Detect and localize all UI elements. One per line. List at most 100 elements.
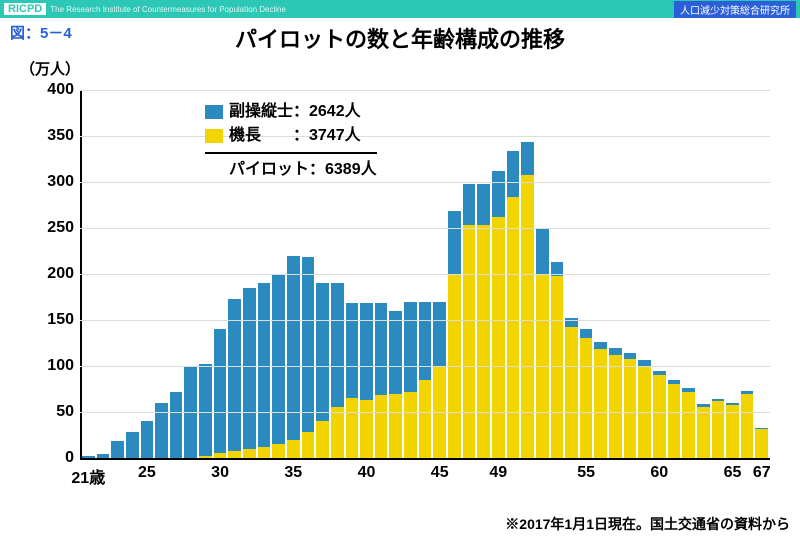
y-tick-label: 0 <box>65 449 80 467</box>
x-tick-label: 60 <box>650 458 668 482</box>
bar-seg-captain <box>346 398 359 458</box>
y-tick-label: 100 <box>47 357 80 375</box>
bar-seg-copilot <box>331 283 344 407</box>
x-tick-label: 55 <box>577 458 595 482</box>
bar-seg-captain <box>609 355 622 458</box>
legend: 副操縦士：2642人 機長 ：3747人 パイロット：6389人 <box>205 100 377 182</box>
bar-seg-copilot <box>492 171 505 217</box>
legend-label-captain: 機長 ：3747人 <box>229 124 361 148</box>
bar-seg-captain <box>521 175 534 458</box>
chart-title: パイロットの数と年齢構成の推移 <box>0 22 800 54</box>
bar-seg-copilot <box>580 329 593 338</box>
bar-seg-copilot <box>302 257 315 432</box>
legend-label-copilot: 副操縦士：2642人 <box>229 100 361 124</box>
bar-seg-copilot <box>214 329 227 453</box>
bar-seg-copilot <box>609 348 622 355</box>
grid-line <box>80 136 770 137</box>
bar-seg-captain <box>668 384 681 458</box>
bar-seg-copilot <box>243 288 256 449</box>
bar-seg-captain <box>375 395 388 458</box>
x-tick-label: 67 <box>753 458 771 482</box>
bar-seg-captain <box>287 440 300 458</box>
bar-seg-copilot <box>97 454 110 458</box>
x-tick-label: 45 <box>431 458 449 482</box>
bar-seg-captain <box>419 380 432 458</box>
bar-seg-captain <box>565 327 578 458</box>
y-axis-unit: （万人） <box>20 58 80 79</box>
bar-seg-captain <box>624 359 637 458</box>
bar-seg-copilot <box>375 303 388 395</box>
bar-seg-copilot <box>170 392 183 458</box>
bar-seg-captain <box>755 429 768 458</box>
bar-seg-copilot <box>346 303 359 398</box>
y-tick-label: 350 <box>47 127 80 145</box>
bar-seg-copilot <box>199 364 212 456</box>
y-tick-label: 200 <box>47 265 80 283</box>
bar-seg-captain <box>228 451 241 458</box>
bar-seg-captain <box>360 400 373 458</box>
grid-line <box>80 182 770 183</box>
bar-seg-captain <box>741 394 754 458</box>
bar-seg-copilot <box>272 274 285 444</box>
y-tick-label: 50 <box>56 403 80 421</box>
legend-total: パイロット：6389人 <box>205 158 377 182</box>
bar-seg-captain <box>316 421 329 458</box>
grid-line <box>80 412 770 413</box>
footnote: ※2017年1月1日現在。国土交通省の資料から <box>505 514 790 534</box>
bar-seg-captain <box>492 217 505 458</box>
bar-seg-captain <box>682 392 695 458</box>
header-right-label: 人口減少対策総合研究所 <box>674 1 796 18</box>
swatch-copilot-icon <box>205 105 223 119</box>
bar-seg-copilot <box>594 342 607 349</box>
bar-seg-captain <box>697 407 710 458</box>
bar-seg-captain <box>404 392 417 458</box>
x-tick-label: 49 <box>489 458 507 482</box>
x-tick-label: 65 <box>724 458 742 482</box>
y-tick-label: 250 <box>47 219 80 237</box>
plot-region: 21歳25303540454955606567 0501001502002503… <box>80 90 770 460</box>
bar-seg-captain <box>463 225 476 458</box>
x-tick-label: 35 <box>284 458 302 482</box>
chart-area: 21歳25303540454955606567 0501001502002503… <box>30 80 780 490</box>
bar-seg-copilot <box>521 142 534 174</box>
legend-row-copilot: 副操縦士：2642人 <box>205 100 377 124</box>
bar-seg-captain <box>331 407 344 458</box>
legend-row-captain: 機長 ：3747人 <box>205 124 377 148</box>
bar-seg-copilot <box>316 283 329 421</box>
bar-seg-captain <box>477 225 490 458</box>
bar-seg-captain <box>507 197 520 458</box>
bar-seg-captain <box>653 375 666 458</box>
header-subtitle: The Research Institute of Countermeasure… <box>50 5 286 14</box>
bar-seg-copilot <box>228 299 241 451</box>
bar-seg-copilot <box>448 211 461 274</box>
bar-seg-captain <box>389 394 402 458</box>
ricpd-badge: RICPD <box>4 3 46 15</box>
y-tick-label: 150 <box>47 311 80 329</box>
bar-seg-copilot <box>536 228 549 274</box>
bar-seg-copilot <box>463 184 476 225</box>
bar-seg-captain <box>712 401 725 458</box>
bar-seg-captain <box>243 449 256 458</box>
bar-seg-copilot <box>404 302 417 392</box>
y-tick-label: 300 <box>47 173 80 191</box>
legend-divider <box>205 152 377 154</box>
x-tick-label: 40 <box>358 458 376 482</box>
bar-seg-captain <box>302 432 315 458</box>
grid-line <box>80 320 770 321</box>
bar-seg-copilot <box>111 441 124 458</box>
header-left: RICPD The Research Institute of Counterm… <box>4 3 286 15</box>
grid-line <box>80 228 770 229</box>
grid-line <box>80 274 770 275</box>
bar-seg-captain <box>272 444 285 458</box>
x-tick-label: 30 <box>211 458 229 482</box>
grid-line <box>80 366 770 367</box>
bar-seg-copilot <box>360 303 373 400</box>
bar-seg-copilot <box>477 184 490 225</box>
bar-seg-copilot <box>389 311 402 394</box>
grid-line <box>80 90 770 91</box>
header-bar: RICPD The Research Institute of Counterm… <box>0 0 800 18</box>
x-tick-label: 25 <box>138 458 156 482</box>
bar-seg-captain <box>580 338 593 458</box>
bar-seg-copilot <box>433 302 446 366</box>
bar-seg-captain <box>258 447 271 458</box>
